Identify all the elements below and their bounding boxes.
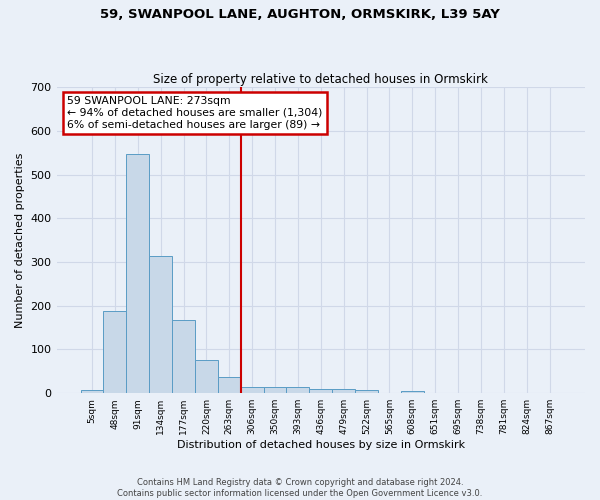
Bar [195,360,218,393]
Title: Size of property relative to detached houses in Ormskirk: Size of property relative to detached ho… [154,73,488,86]
Bar [241,387,263,393]
Bar [103,312,127,393]
Bar [127,154,149,393]
X-axis label: Distribution of detached houses by size in Ormskirk: Distribution of detached houses by size … [177,440,465,450]
Bar [355,390,378,393]
Text: 59 SWANPOOL LANE: 273sqm
← 94% of detached houses are smaller (1,304)
6% of semi: 59 SWANPOOL LANE: 273sqm ← 94% of detach… [67,96,322,130]
Y-axis label: Number of detached properties: Number of detached properties [15,152,25,328]
Bar [149,256,172,393]
Bar [218,376,241,393]
Bar [263,386,286,393]
Bar [310,389,332,393]
Bar [286,387,310,393]
Text: 59, SWANPOOL LANE, AUGHTON, ORMSKIRK, L39 5AY: 59, SWANPOOL LANE, AUGHTON, ORMSKIRK, L3… [100,8,500,20]
Text: Contains HM Land Registry data © Crown copyright and database right 2024.
Contai: Contains HM Land Registry data © Crown c… [118,478,482,498]
Bar [332,389,355,393]
Bar [80,390,103,393]
Bar [172,320,195,393]
Bar [401,390,424,393]
